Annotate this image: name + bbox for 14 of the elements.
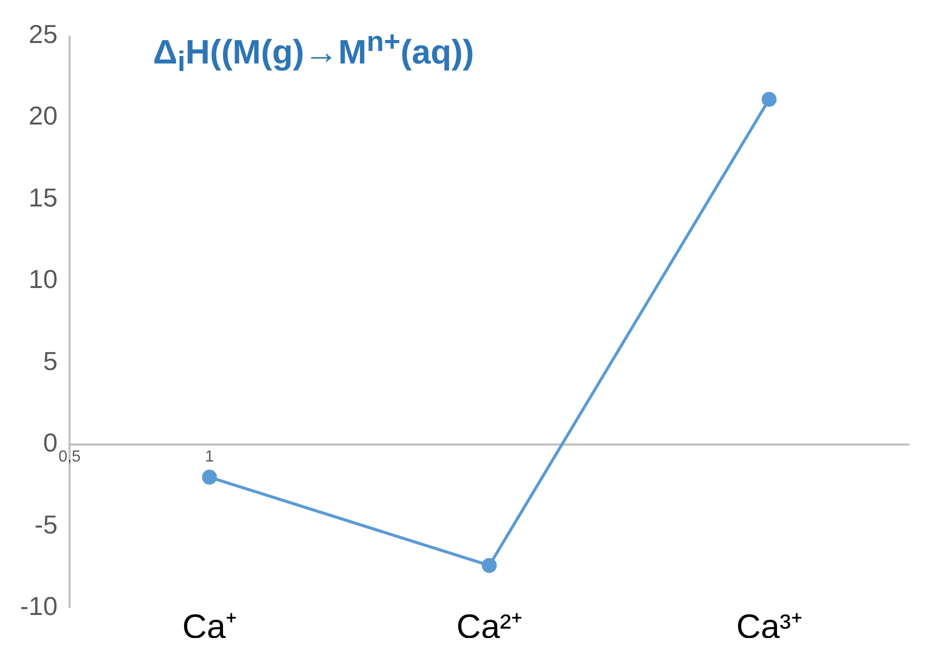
point xyxy=(482,558,497,573)
y-tick-label: 15 xyxy=(28,182,58,212)
y-tick-label: -10 xyxy=(20,591,58,622)
y-tick-label: 25 xyxy=(28,18,58,49)
y-tick-label: 20 xyxy=(28,100,58,131)
chart-title: Δ$_{i}$H((M(g)→M$^{n+}$(aq)) xyxy=(153,26,474,80)
y-tick-label: 0 xyxy=(43,428,58,458)
point xyxy=(762,92,777,107)
y-tick-label: 5 xyxy=(43,346,58,376)
point xyxy=(202,470,217,485)
y-tick-label: 10 xyxy=(28,264,58,294)
y-tick-label: -5 xyxy=(34,509,58,540)
x-tick-label: 0,5 xyxy=(58,448,81,466)
x-tick-label: 1 xyxy=(205,448,214,466)
